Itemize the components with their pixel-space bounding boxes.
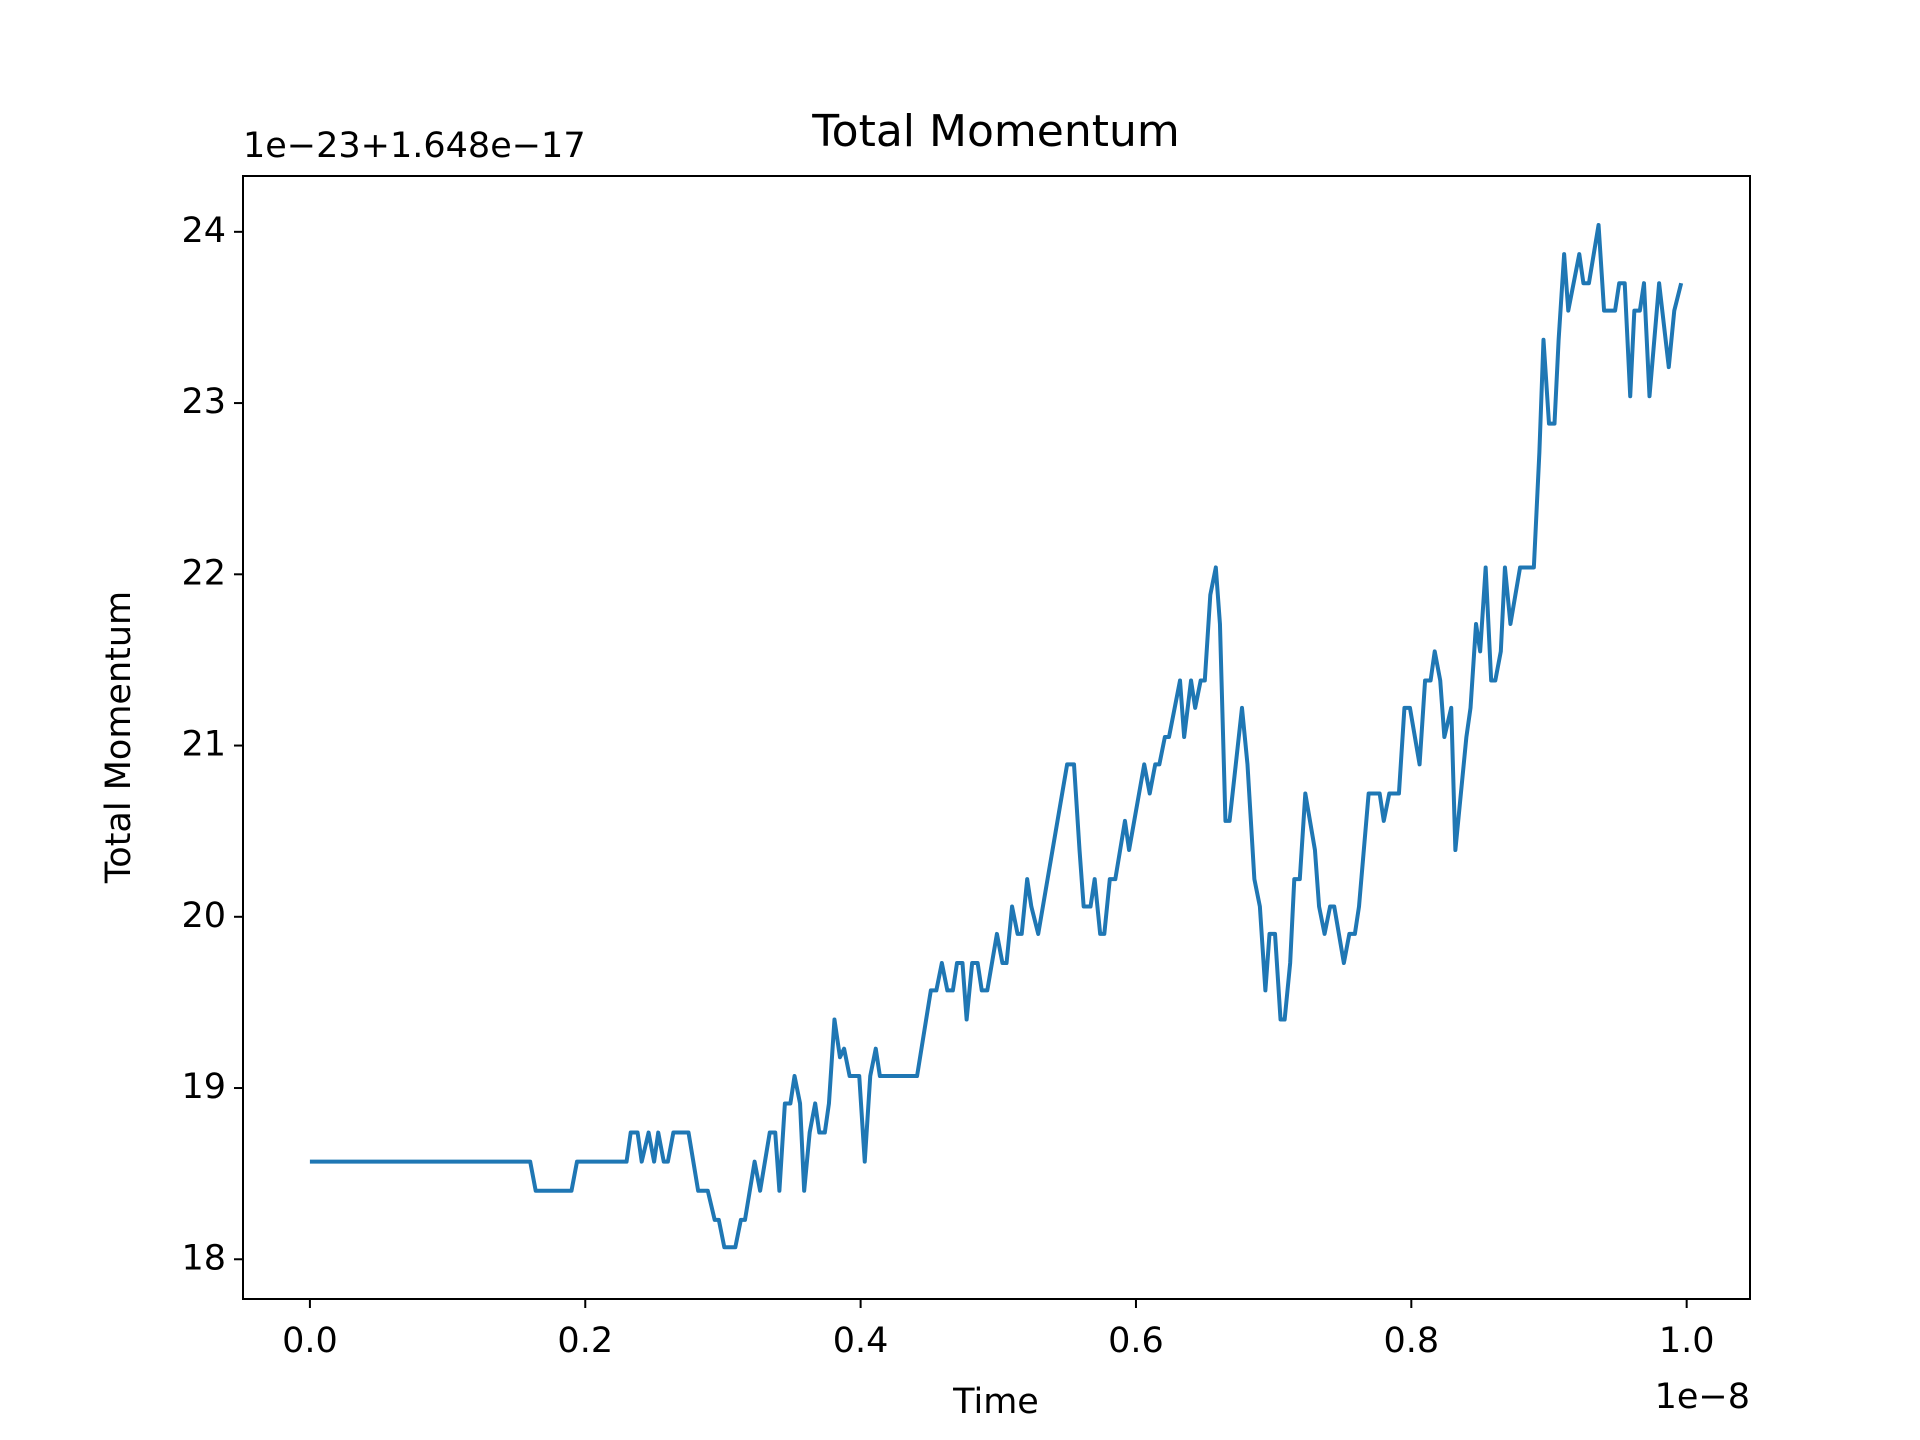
x-offset-text: 1e−8 xyxy=(1655,1377,1750,1417)
y-tick-label: 22 xyxy=(181,553,226,593)
data-line xyxy=(309,222,1684,1250)
y-tick-label: 23 xyxy=(181,382,226,422)
x-tick-label: 0.8 xyxy=(1383,1321,1439,1361)
y-offset-text: 1e−23+1.648e−17 xyxy=(243,126,586,166)
y-tick-label: 21 xyxy=(181,725,226,765)
x-tick-label: 0.2 xyxy=(557,1321,613,1361)
y-axis-label: Total Momentum xyxy=(99,591,139,884)
plot-frame xyxy=(242,175,1751,1300)
x-tick-label: 0.4 xyxy=(833,1321,889,1361)
y-tick-label: 24 xyxy=(181,211,226,251)
x-tick-label: 1.0 xyxy=(1659,1321,1715,1361)
x-tick-label: 0.0 xyxy=(282,1321,338,1361)
x-tick-label: 0.6 xyxy=(1108,1321,1164,1361)
y-tick-label: 20 xyxy=(181,896,226,936)
chart-title: Total Momentum xyxy=(811,106,1179,157)
y-tick-label: 18 xyxy=(181,1238,226,1278)
x-axis-label: Time xyxy=(952,1382,1039,1422)
y-tick-label: 19 xyxy=(181,1067,226,1107)
